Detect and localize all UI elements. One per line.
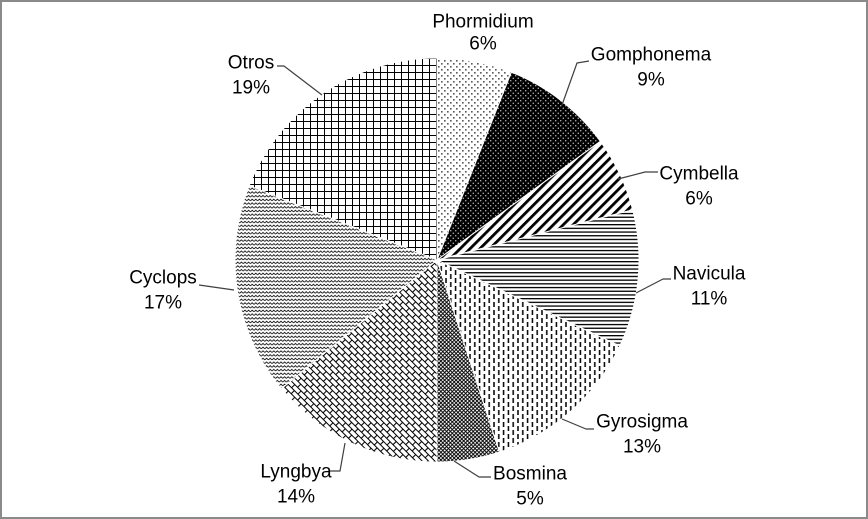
slice-label-pct: 9% — [637, 70, 665, 91]
leader-line-gyrosigma — [561, 418, 594, 430]
slice-label-name: Bosmina — [493, 464, 567, 485]
pie-slice-navicula — [435, 209, 640, 347]
leader-lines — [198, 60, 671, 478]
slice-label-pct: 6% — [469, 34, 497, 55]
slice-label-name: Cyclops — [129, 268, 197, 289]
pie-slice-otros — [248, 57, 438, 261]
pie-slice-cyclops — [234, 184, 438, 390]
leader-line-cymbella — [617, 171, 658, 180]
leader-line-bosmina — [453, 460, 491, 478]
slice-label-name: Cymbella — [659, 164, 739, 185]
slice-label-pct: 13% — [623, 437, 661, 458]
slice-label-name: Gyrosigma — [596, 412, 688, 433]
slice-label-pct: 14% — [277, 487, 315, 508]
leader-line-navicula — [635, 278, 671, 294]
slice-label-pct: 17% — [144, 293, 182, 314]
slice-label-name: Navicula — [673, 264, 746, 285]
pie-slice-gomphonema — [435, 71, 602, 262]
leader-line-lyngbya — [329, 442, 346, 472]
slice-label-name: Gomphonema — [591, 45, 712, 66]
slice-label-pct: 19% — [232, 78, 270, 99]
leader-line-gomphonema — [561, 60, 590, 106]
slice-label-name: Phormidium — [432, 12, 533, 33]
slice-label-name: Lyngbya — [260, 462, 332, 483]
leader-line-cyclops — [198, 284, 235, 291]
pie-slice-gyrosigma — [436, 259, 621, 453]
slice-labels: Phormidium6%Gomphonema9%Cymbella6%Navicu… — [129, 12, 746, 510]
slice-label-pct: 6% — [685, 189, 713, 210]
pie-slice-lyngbya — [280, 258, 438, 463]
slice-label-pct: 5% — [516, 489, 544, 510]
pie-slices — [234, 57, 640, 463]
leader-line-otros — [277, 65, 323, 96]
slice-label-pct: 11% — [691, 289, 728, 310]
slice-label-name: Otros — [228, 53, 274, 74]
